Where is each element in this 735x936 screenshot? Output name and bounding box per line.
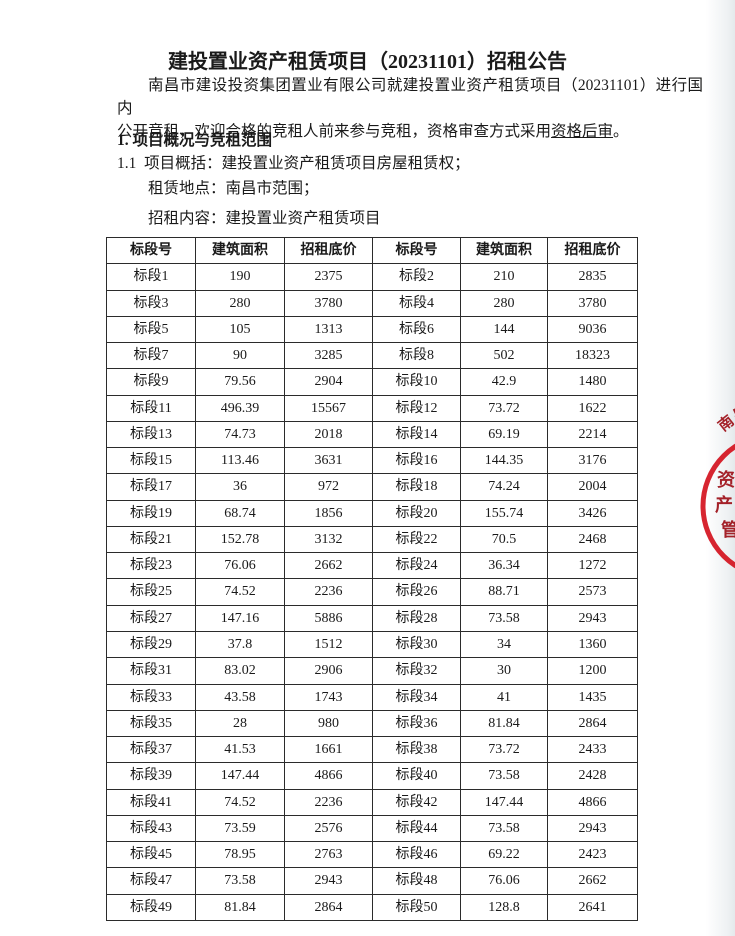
svg-text:南昌市置业集团: 南昌市置业集团: [714, 400, 735, 435]
svg-text:产: 产: [715, 494, 733, 515]
svg-text:资: 资: [717, 469, 735, 490]
svg-text:管: 管: [721, 519, 735, 540]
